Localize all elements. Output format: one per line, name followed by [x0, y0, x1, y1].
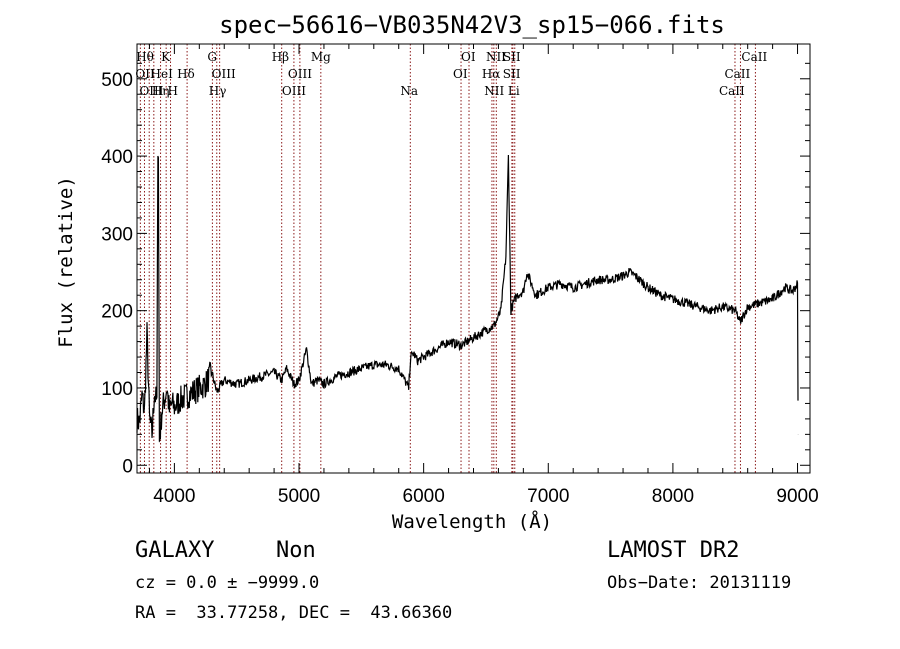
line-label: HeI [151, 67, 174, 81]
x-axis-label: Wavelength (Å) [392, 510, 552, 533]
survey-name: LAMOST DR2 [607, 538, 740, 563]
line-label: Na [400, 84, 418, 98]
line-label: OII [135, 67, 155, 81]
line-label: Hα [482, 67, 501, 81]
y-axis-ticks: 0 100 200 300 400 500 [101, 62, 810, 477]
emission-line-labels: Hθ OII OIII HeI Hη K H Hδ G OIII Hγ Hβ OIII OIII Mg Na O… [135, 50, 767, 98]
line-label: OIII [282, 84, 306, 98]
line-label: Hη [152, 84, 170, 98]
emission-line-markers [139, 44, 756, 473]
y-tick-label: 500 [101, 70, 133, 91]
spectrum-line [136, 78, 799, 443]
line-label: Li [508, 84, 520, 98]
object-subclass: Non [276, 538, 316, 563]
line-label: OIII [288, 67, 312, 81]
y-tick-label: 400 [101, 147, 133, 168]
observation-date: Obs−Date: 20131119 [607, 573, 792, 593]
x-tick-label: 5000 [278, 486, 320, 507]
line-label: H [168, 84, 178, 98]
line-label: CaII [719, 84, 745, 98]
y-tick-label: 100 [101, 379, 133, 400]
y-axis-label: Flux (relative) [55, 176, 77, 348]
x-tick-label: 6000 [403, 486, 445, 507]
line-label: NII [484, 84, 504, 98]
y-tick-label: 300 [101, 224, 133, 245]
line-label: K [161, 50, 171, 64]
x-tick-label: 9000 [776, 486, 818, 507]
redshift-info: cz = 0.0 ± −9999.0 [135, 573, 320, 593]
line-label: G [207, 50, 217, 64]
y-tick-label: 200 [101, 302, 133, 323]
line-label: OI [453, 67, 468, 81]
line-label: Hδ [177, 67, 195, 81]
line-label: Mg [311, 50, 331, 64]
line-label: NII [486, 50, 506, 64]
line-label: SII [503, 67, 521, 81]
coordinates: RA = 33.77258, DEC = 43.66360 [135, 603, 453, 623]
plot-frame [136, 43, 811, 474]
line-label: OI [461, 50, 476, 64]
line-label: OIII [139, 84, 163, 98]
chart-title: spec−56616−VB035N42V3_sp15−066.fits [219, 11, 725, 39]
line-label: CaII [724, 67, 750, 81]
x-tick-label: 8000 [652, 486, 694, 507]
x-tick-label: 7000 [527, 486, 569, 507]
line-label: SII [503, 50, 521, 64]
line-label: Hθ [136, 50, 154, 64]
line-label: Hβ [272, 50, 289, 64]
line-label: CaII [741, 50, 767, 64]
x-tick-label: 4000 [153, 486, 195, 507]
y-tick-label: 0 [122, 456, 133, 477]
line-label: Hγ [209, 84, 227, 98]
x-axis-ticks: 4000 5000 6000 7000 8000 9000 [148, 44, 819, 507]
line-label: OIII [212, 67, 236, 81]
object-class: GALAXY [135, 538, 215, 563]
